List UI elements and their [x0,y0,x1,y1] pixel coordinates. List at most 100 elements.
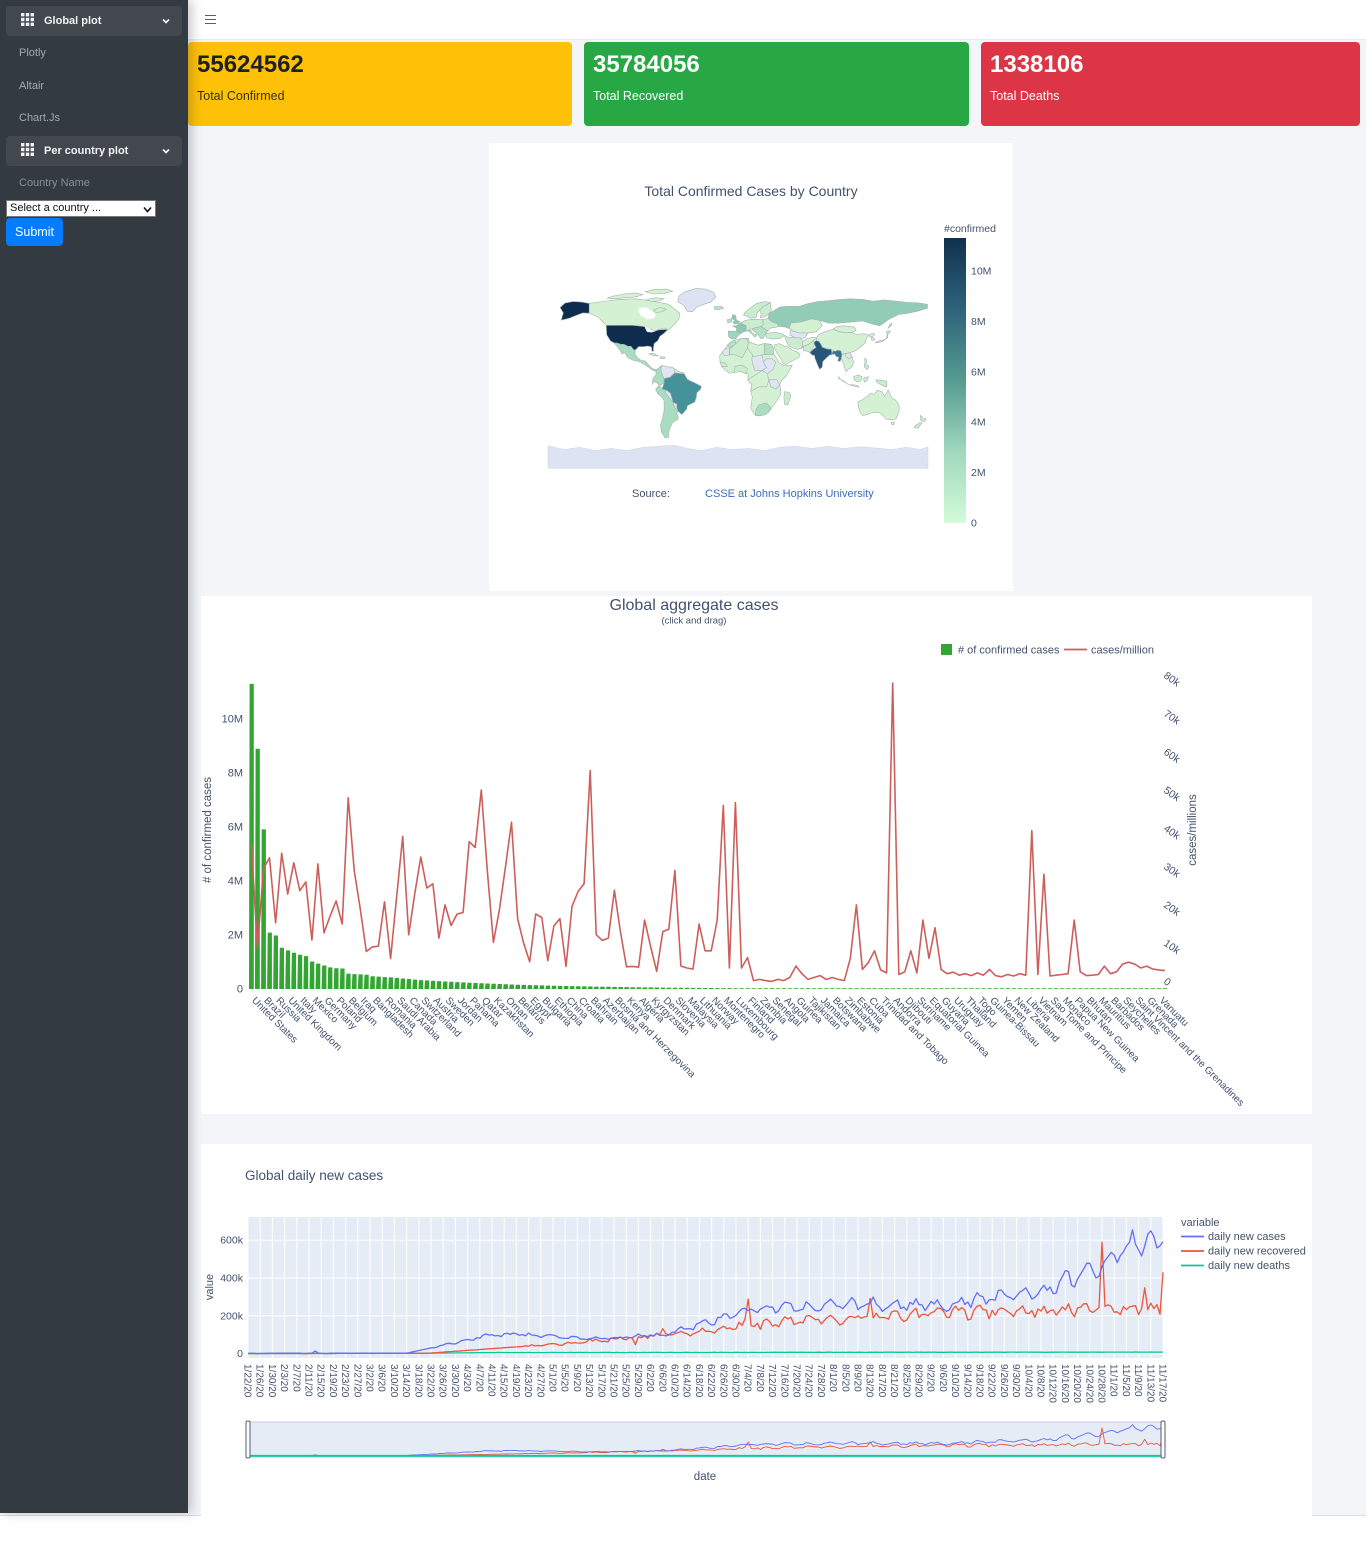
svg-text:8/5/20: 8/5/20 [839,1364,850,1392]
svg-text:Global daily new cases: Global daily new cases [245,1168,383,1183]
svg-text:6/10/20: 6/10/20 [669,1364,680,1398]
svg-text:2/27/20: 2/27/20 [351,1364,362,1398]
svg-text:(click and drag): (click and drag) [662,616,727,627]
svg-text:2M: 2M [971,467,986,479]
svg-text:0: 0 [971,518,977,530]
svg-text:6/6/20: 6/6/20 [656,1364,667,1392]
svg-text:9/22/20: 9/22/20 [986,1364,997,1398]
svg-text:8/1/20: 8/1/20 [827,1364,838,1392]
svg-text:variable: variable [1181,1217,1220,1229]
svg-text:value: value [204,1274,216,1300]
svg-text:7/4/20: 7/4/20 [742,1364,753,1392]
svg-text:6/22/20: 6/22/20 [705,1364,716,1398]
svg-text:4/3/20: 4/3/20 [461,1364,472,1392]
svg-text:10/12/20: 10/12/20 [1047,1364,1058,1403]
svg-text:6/26/20: 6/26/20 [717,1364,728,1398]
svg-text:8/21/20: 8/21/20 [888,1364,899,1398]
svg-text:5/5/20: 5/5/20 [559,1364,570,1392]
svg-text:9/10/20: 9/10/20 [949,1364,960,1398]
svg-text:# of confirmed cases: # of confirmed cases [202,777,214,883]
svg-text:3/18/20: 3/18/20 [412,1364,423,1398]
svg-text:2/7/20: 2/7/20 [290,1364,301,1392]
svg-text:6/30/20: 6/30/20 [730,1364,741,1398]
svg-text:4/23/20: 4/23/20 [522,1364,533,1398]
svg-text:6/18/20: 6/18/20 [693,1364,704,1398]
svg-text:8/29/20: 8/29/20 [913,1364,924,1398]
svg-text:cases/million: cases/million [1091,645,1154,657]
svg-text:11/17/20: 11/17/20 [1157,1364,1168,1403]
svg-text:3/30/20: 3/30/20 [449,1364,460,1398]
svg-text:0: 0 [1161,976,1173,989]
svg-text:2/3/20: 2/3/20 [278,1364,289,1392]
svg-text:5/1/20: 5/1/20 [547,1364,558,1392]
svg-text:3/2/20: 3/2/20 [364,1364,375,1392]
svg-text:7/24/20: 7/24/20 [803,1364,814,1398]
svg-text:2/15/20: 2/15/20 [315,1364,326,1398]
svg-text:10/4/20: 10/4/20 [1022,1364,1033,1398]
svg-text:600k: 600k [220,1235,244,1247]
svg-text:5/29/20: 5/29/20 [632,1364,643,1398]
svg-text:7/28/20: 7/28/20 [815,1364,826,1398]
svg-text:5/17/20: 5/17/20 [595,1364,606,1398]
svg-text:8M: 8M [971,316,986,328]
svg-text:#confirmed: #confirmed [944,223,996,235]
svg-text:0: 0 [237,984,243,996]
svg-text:7/16/20: 7/16/20 [778,1364,789,1398]
svg-text:Global aggregate cases: Global aggregate cases [610,597,779,614]
svg-text:Source:: Source: [632,488,670,500]
svg-text:5/21/20: 5/21/20 [608,1364,619,1398]
svg-text:daily new recovered: daily new recovered [1208,1246,1306,1258]
svg-text:5/9/20: 5/9/20 [571,1364,582,1392]
svg-text:10M: 10M [971,266,991,278]
svg-text:3/10/20: 3/10/20 [388,1364,399,1398]
svg-text:4/11/20: 4/11/20 [486,1364,497,1397]
svg-text:daily new cases: daily new cases [1208,1231,1286,1243]
svg-text:11/5/20: 11/5/20 [1120,1364,1131,1397]
svg-text:5/13/20: 5/13/20 [583,1364,594,1398]
svg-text:8/13/20: 8/13/20 [864,1364,875,1398]
svg-text:6M: 6M [228,822,243,834]
svg-text:4/7/20: 4/7/20 [473,1364,484,1392]
svg-text:8/9/20: 8/9/20 [852,1364,863,1392]
svg-text:4/19/20: 4/19/20 [510,1364,521,1398]
svg-text:2M: 2M [228,930,243,942]
svg-text:date: date [694,1471,716,1483]
svg-text:1/30/20: 1/30/20 [266,1364,277,1398]
svg-text:6/14/20: 6/14/20 [681,1364,692,1398]
svg-text:2/11/20: 2/11/20 [303,1364,314,1397]
svg-text:10M: 10M [222,714,243,726]
svg-text:2/23/20: 2/23/20 [339,1364,350,1398]
svg-text:3/14/20: 3/14/20 [400,1364,411,1398]
svg-text:5/25/20: 5/25/20 [620,1364,631,1398]
svg-text:6M: 6M [971,366,986,378]
svg-text:7/20/20: 7/20/20 [791,1364,802,1398]
svg-text:10/20/20: 10/20/20 [1071,1364,1082,1403]
svg-text:200k: 200k [220,1310,244,1322]
svg-text:cases/millions: cases/millions [1187,794,1199,866]
svg-text:3/26/20: 3/26/20 [437,1364,448,1398]
svg-text:2/19/20: 2/19/20 [327,1364,338,1398]
svg-text:9/6/20: 9/6/20 [937,1364,948,1392]
svg-text:Total Confirmed Cases by Count: Total Confirmed Cases by Country [644,183,857,199]
svg-text:9/14/20: 9/14/20 [961,1364,972,1398]
svg-text:3/6/20: 3/6/20 [376,1364,387,1392]
svg-text:9/26/20: 9/26/20 [998,1364,1009,1398]
svg-text:8M: 8M [228,768,243,780]
svg-text:4/15/20: 4/15/20 [498,1364,509,1398]
svg-text:6/2/20: 6/2/20 [644,1364,655,1392]
svg-text:CSSE at Johns Hopkins Universi: CSSE at Johns Hopkins University [705,488,874,500]
svg-text:400k: 400k [220,1273,244,1285]
svg-text:11/1/20: 11/1/20 [1108,1364,1119,1397]
svg-text:10/24/20: 10/24/20 [1083,1364,1094,1403]
svg-text:4/27/20: 4/27/20 [534,1364,545,1398]
svg-text:10/16/20: 10/16/20 [1059,1364,1070,1403]
svg-text:8/17/20: 8/17/20 [876,1364,887,1398]
svg-text:1/22/20: 1/22/20 [242,1364,253,1398]
svg-text:0: 0 [237,1348,243,1360]
svg-text:7/12/20: 7/12/20 [766,1364,777,1398]
svg-text:9/2/20: 9/2/20 [925,1364,936,1392]
svg-text:# of confirmed cases: # of confirmed cases [958,645,1060,657]
svg-text:11/13/20: 11/13/20 [1144,1364,1155,1403]
svg-text:8/25/20: 8/25/20 [900,1364,911,1398]
svg-text:9/30/20: 9/30/20 [1010,1364,1021,1398]
